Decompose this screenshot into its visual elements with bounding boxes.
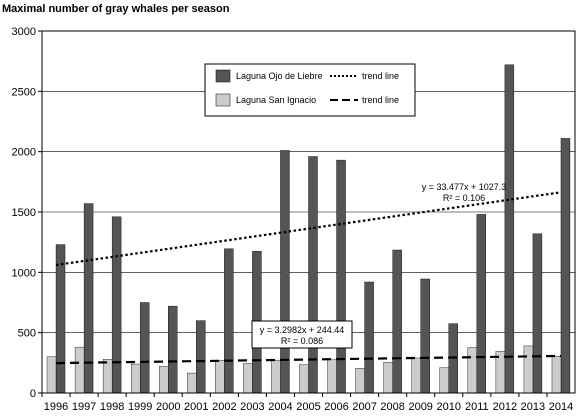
x-tick-label: 1996: [44, 401, 68, 413]
bar-ojo-de-liebre: [83, 203, 94, 394]
bar-san-ignacio: [215, 360, 225, 394]
x-tick-label: 2009: [408, 401, 432, 413]
legend-trend-label-1: trend line: [362, 71, 399, 81]
x-tick-label: 2004: [268, 401, 292, 413]
y-tick-label: 0: [30, 388, 36, 400]
y-tick-label: 3000: [12, 26, 36, 38]
bar-ojo-de-liebre: [139, 302, 150, 394]
x-tick-label: 2000: [156, 401, 180, 413]
bar-ojo-de-liebre: [420, 278, 430, 394]
x-tick-label: 2012: [493, 401, 517, 413]
bar-ojo-de-liebre: [504, 64, 515, 394]
trend-r2-sanignacio-text: R² = 0.086: [281, 336, 323, 346]
bar-ojo-de-liebre: [55, 244, 66, 394]
x-tick-label: 2013: [521, 401, 545, 413]
bar-san-ignacio: [467, 347, 478, 394]
legend-label-ojo: Laguna Ojo de Liebre: [236, 71, 323, 81]
bar-san-ignacio: [439, 367, 449, 394]
bar-ojo-de-liebre: [280, 150, 290, 394]
trend-r2-ojo-text: R² = 0.106: [443, 193, 485, 203]
legend-trend-label-2: trend line: [362, 95, 399, 105]
y-tick-label: 2000: [12, 147, 36, 159]
x-tick-label: 2011: [465, 401, 489, 413]
bar-san-ignacio: [299, 364, 309, 394]
bar-ojo-de-liebre: [308, 156, 318, 394]
bar-san-ignacio: [102, 359, 113, 394]
x-tick-label: 1998: [100, 401, 124, 413]
bar-san-ignacio: [187, 372, 197, 394]
trend-line-san-ignacio: [56, 354, 561, 365]
x-tick-label: 1999: [128, 401, 152, 413]
x-tick-label: 2010: [437, 401, 461, 413]
y-tick-label: 2500: [12, 86, 36, 98]
bar-san-ignacio: [411, 357, 421, 394]
x-tick-label: 2008: [380, 401, 404, 413]
bar-san-ignacio: [130, 363, 141, 394]
x-tick-label: 2002: [212, 401, 236, 413]
legend-label-sanignacio: Laguna San Ignacio: [236, 95, 316, 105]
trend-line-ojo-de-liebre: [55, 191, 562, 267]
bar-ojo-de-liebre: [392, 249, 402, 394]
x-tick-label: 2003: [240, 401, 264, 413]
x-axis-ticks: 1996 1997 1998 1999 2000 2001 2002 2003 2004 2005…: [41, 393, 573, 413]
y-tick-label: 1000: [12, 267, 36, 279]
y-tick-label: 1500: [12, 207, 36, 219]
plot-frame: [41, 30, 576, 394]
trend-equation-ojo: y = 33.477x + 1027.3 R² = 0.106: [422, 182, 507, 203]
trend-lines: [55, 191, 562, 365]
legend: Laguna Ojo de Liebre trend line Laguna S…: [204, 63, 416, 117]
bar-ojo-de-liebre: [224, 248, 234, 394]
trend-equation-sanignacio-box: [251, 320, 353, 349]
bar-san-ignacio: [46, 356, 57, 394]
chart-title: Maximal number of gray whales per season: [2, 3, 230, 15]
legend-swatch-ojo: [215, 69, 231, 83]
bar-san-ignacio: [327, 359, 337, 394]
trend-equation-ojo-text: y = 33.477x + 1027.3: [422, 182, 507, 192]
bar-ojo-de-liebre: [111, 216, 122, 394]
trend-equation-sanignacio: y = 3.2982x + 244.44 R² = 0.086: [251, 320, 353, 349]
bar-san-ignacio: [383, 362, 393, 394]
bar-san-ignacio: [551, 355, 562, 394]
trend-equation-sanignacio-text: y = 3.2982x + 244.44: [260, 325, 345, 335]
bar-san-ignacio: [271, 360, 281, 394]
x-tick-label: 2006: [324, 401, 348, 413]
bar-san-ignacio: [523, 345, 534, 394]
bar-ojo-de-liebre: [532, 233, 543, 394]
bar-ojo-de-liebre: [560, 138, 571, 394]
x-tick-label: 2005: [296, 401, 320, 413]
bar-san-ignacio: [243, 363, 253, 394]
legend-box: [204, 63, 416, 117]
bar-san-ignacio: [74, 346, 85, 394]
bar-ojo-de-liebre: [196, 320, 206, 394]
bar-san-ignacio: [355, 368, 365, 394]
x-tick-label: 2001: [184, 401, 208, 413]
y-axis-ticks: 0 500 1000 1500 2000 2500 3000: [12, 26, 42, 400]
bar-san-ignacio: [159, 366, 169, 394]
bars: [46, 64, 571, 394]
bar-ojo-de-liebre: [476, 214, 487, 394]
bar-ojo-de-liebre: [168, 305, 178, 394]
x-tick-label: 2007: [352, 401, 376, 413]
bar-ojo-de-liebre: [364, 281, 374, 394]
x-tick-label: 1997: [72, 401, 96, 413]
x-tick-label: 2014: [549, 401, 573, 413]
legend-swatch-sanignacio: [215, 93, 231, 107]
y-tick-label: 500: [18, 328, 36, 340]
